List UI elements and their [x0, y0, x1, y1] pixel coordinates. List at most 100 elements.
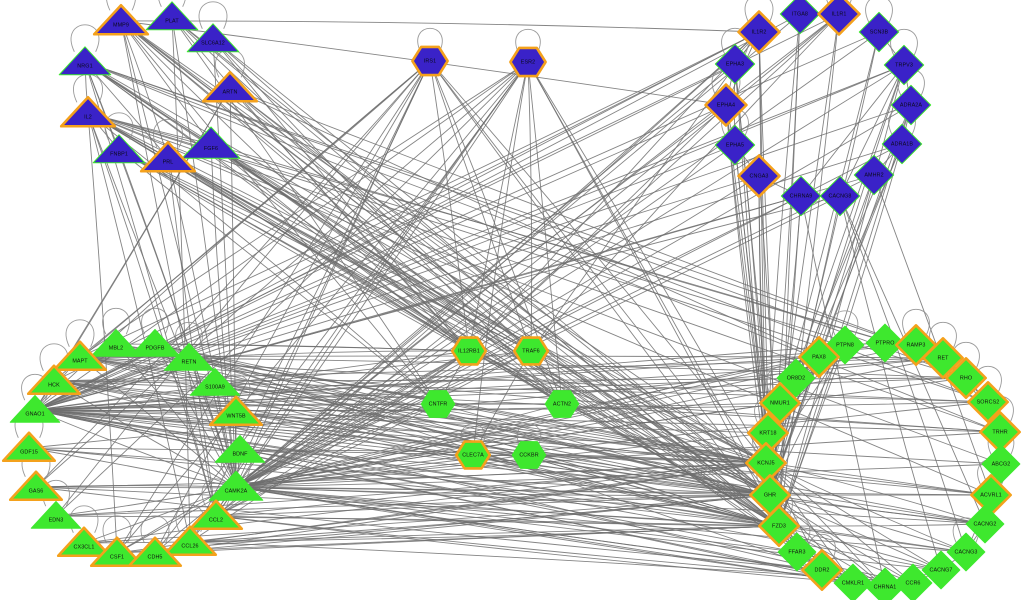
node-shape-hexagon[interactable]	[512, 336, 550, 366]
edge	[769, 174, 875, 496]
node-shape-hexagon[interactable]	[544, 390, 580, 418]
graph-node-itga8[interactable]: ITGA8	[779, 0, 821, 35]
node-shape-triangle[interactable]	[186, 23, 240, 53]
node-shape-diamond[interactable]	[737, 10, 781, 54]
node-shape-diamond[interactable]	[853, 154, 895, 196]
node-shape-hexagon[interactable]	[450, 336, 488, 366]
self-loop-edge	[102, 307, 130, 335]
node-shape-diamond[interactable]	[833, 563, 873, 600]
graph-node-gdf15[interactable]: GDF15	[1, 431, 57, 463]
edge	[118, 149, 439, 405]
node-shape-diamond[interactable]	[758, 505, 800, 547]
node-shape-diamond[interactable]	[801, 549, 843, 591]
edge	[167, 157, 767, 464]
node-shape-diamond[interactable]	[817, 0, 861, 36]
edge	[34, 409, 992, 496]
node-shape-triangle[interactable]	[92, 134, 146, 164]
node-shape-diamond[interactable]	[965, 504, 1005, 544]
graph-node-acvrl1[interactable]: ACVRL1	[970, 474, 1012, 516]
node-shape-triangle[interactable]	[1, 431, 57, 463]
node-shape-hexagon[interactable]	[411, 45, 449, 77]
graph-node-esr2[interactable]: ESR2	[509, 46, 547, 78]
node-shape-diamond[interactable]	[714, 124, 756, 166]
edge	[34, 144, 736, 411]
node-shape-triangle[interactable]	[9, 394, 61, 423]
node-shape-diamond[interactable]	[946, 532, 986, 572]
node-shape-hexagon[interactable]	[420, 390, 456, 418]
edge	[53, 380, 1001, 433]
edge	[34, 409, 854, 584]
node-shape-diamond[interactable]	[893, 563, 933, 600]
node-shape-triangle[interactable]	[139, 140, 197, 173]
node-shape-triangle[interactable]	[189, 367, 241, 396]
node-shape-diamond[interactable]	[881, 123, 923, 165]
node-shape-hexagon[interactable]	[454, 440, 492, 470]
node-shape-triangle[interactable]	[214, 434, 266, 463]
graph-node-mmp9[interactable]: MMP9	[92, 3, 150, 36]
node-shape-triangle[interactable]	[162, 525, 218, 557]
node-shape-triangle[interactable]	[127, 536, 183, 568]
graph-node-nrg1[interactable]: NRG1	[58, 46, 112, 76]
node-shape-diamond[interactable]	[780, 175, 822, 217]
node-shape-diamond[interactable]	[776, 358, 816, 398]
graph-node-traf6[interactable]: TRAF6	[512, 336, 550, 366]
node-shape-diamond[interactable]	[759, 382, 801, 424]
node-shape-diamond[interactable]	[777, 532, 817, 572]
node-shape-triangle[interactable]	[56, 526, 112, 558]
node-shape-diamond[interactable]	[895, 324, 937, 366]
node-shape-triangle[interactable]	[52, 340, 108, 372]
graph-node-gas6[interactable]: GAS6	[8, 470, 64, 502]
node-shape-diamond[interactable]	[921, 550, 961, 590]
node-shape-diamond[interactable]	[858, 11, 900, 53]
graph-node-artn[interactable]: ARTN	[201, 70, 259, 103]
graph-node-cacng2[interactable]: CACNG2	[965, 504, 1005, 544]
node-shape-diamond[interactable]	[890, 84, 932, 126]
node-shape-diamond[interactable]	[865, 323, 905, 363]
graph-node-il12rb1[interactable]: IL12RB1	[450, 336, 488, 366]
graph-node-il2[interactable]: IL2	[59, 95, 117, 128]
graph-node-plat[interactable]: PLAT	[145, 1, 199, 31]
graph-node-irs1[interactable]: IRS1	[411, 45, 449, 77]
graph-node-clec7a[interactable]: CLEC7A	[454, 440, 492, 470]
node-shape-diamond[interactable]	[704, 83, 748, 127]
node-shape-hexagon[interactable]	[509, 46, 547, 78]
node-shape-diamond[interactable]	[922, 337, 964, 379]
graph-node-trpv3[interactable]: TRPV3	[883, 44, 925, 86]
node-shape-diamond[interactable]	[737, 154, 781, 198]
node-shape-triangle[interactable]	[90, 328, 142, 357]
node-shape-diamond[interactable]	[945, 357, 987, 399]
node-shape-triangle[interactable]	[58, 46, 112, 76]
node-shape-diamond[interactable]	[798, 336, 840, 378]
node-shape-diamond[interactable]	[883, 44, 925, 86]
node-shape-triangle[interactable]	[188, 499, 244, 531]
node-shape-triangle[interactable]	[26, 364, 82, 396]
edge	[167, 157, 532, 352]
node-shape-triangle[interactable]	[201, 70, 259, 103]
node-shape-triangle[interactable]	[181, 126, 241, 159]
graph-node-pdgfb[interactable]: PDGFB	[129, 328, 181, 357]
graph-node-scn3b[interactable]: SCN3B	[858, 11, 900, 53]
node-shape-triangle[interactable]	[92, 3, 150, 36]
node-shape-triangle[interactable]	[208, 395, 264, 427]
graph-node-fnbp1[interactable]: FNBP1	[92, 134, 146, 164]
node-shape-hexagon[interactable]	[511, 441, 547, 469]
node-shape-diamond[interactable]	[970, 474, 1012, 516]
graph-node-cacng8[interactable]: CACNG8	[819, 175, 861, 217]
node-shape-triangle[interactable]	[163, 342, 215, 371]
edge	[215, 494, 771, 517]
node-shape-triangle[interactable]	[208, 470, 264, 501]
node-shape-diamond[interactable]	[779, 0, 821, 35]
graph-node-epha5[interactable]: EPHA5	[714, 124, 756, 166]
node-shape-triangle[interactable]	[129, 328, 181, 357]
node-shape-triangle[interactable]	[89, 536, 145, 568]
node-shape-triangle[interactable]	[59, 95, 117, 128]
node-shape-diamond[interactable]	[981, 444, 1021, 484]
node-shape-diamond[interactable]	[967, 381, 1009, 423]
node-shape-diamond[interactable]	[714, 43, 756, 85]
node-shape-triangle[interactable]	[30, 500, 82, 529]
node-shape-triangle[interactable]	[145, 1, 199, 31]
node-shape-triangle[interactable]	[8, 470, 64, 502]
node-shape-diamond[interactable]	[819, 175, 861, 217]
